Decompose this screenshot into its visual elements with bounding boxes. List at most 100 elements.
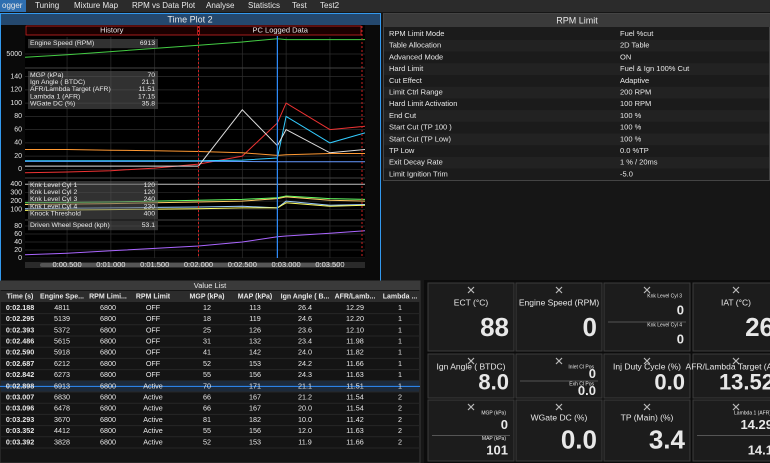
- cell: 66: [203, 393, 211, 402]
- param-value[interactable]: 2D Table: [620, 41, 649, 50]
- close-icon[interactable]: [467, 357, 475, 365]
- close-icon[interactable]: [643, 403, 651, 411]
- cell: 1: [398, 325, 402, 334]
- cell: 0:03.352: [6, 426, 34, 435]
- menu-tab[interactable]: RPM vs Data Plot: [132, 1, 196, 10]
- y-tick-label: 20: [14, 153, 22, 160]
- close-icon[interactable]: [555, 286, 563, 294]
- cell: 1: [398, 381, 402, 390]
- close-icon[interactable]: [467, 286, 475, 294]
- legend-name: Knk Level Cyl 4: [30, 203, 77, 210]
- menu-tab[interactable]: Test2: [320, 1, 340, 10]
- x-tick-label: 0:02.000: [184, 260, 213, 269]
- close-icon[interactable]: [467, 403, 475, 411]
- cell: 20.0: [298, 404, 312, 413]
- param-value[interactable]: Fuel & Ign 100% Cut: [620, 64, 690, 73]
- gauge-tile: [515, 282, 603, 352]
- y-tick-label: 200: [10, 198, 22, 205]
- legend-name: WGate DC (%): [30, 101, 75, 108]
- param-value[interactable]: 100 %: [620, 134, 642, 143]
- menu-tab[interactable]: Statistics: [248, 1, 280, 10]
- cell: 1: [398, 370, 402, 379]
- menu-tab[interactable]: Analyse: [206, 1, 235, 10]
- cell: Active: [143, 437, 163, 446]
- cell: 6800: [100, 381, 116, 390]
- param-value[interactable]: -5.0: [620, 169, 633, 178]
- cell: 0:02.393: [6, 325, 34, 334]
- cell: 21.1: [298, 381, 312, 390]
- cell: 6478: [54, 404, 70, 413]
- value-list-header: [0, 291, 420, 302]
- param-value[interactable]: Adaptive: [620, 76, 649, 85]
- cell: 6800: [100, 325, 116, 334]
- param-value[interactable]: 200 RPM: [620, 87, 651, 96]
- cell: 12: [203, 303, 211, 312]
- param-value[interactable]: ON: [620, 52, 631, 61]
- value-list-title: Value List: [194, 281, 227, 290]
- param-label: Limit Ctrl Range: [389, 87, 443, 96]
- column-header: Ign Angle ( B...: [281, 293, 330, 300]
- close-icon[interactable]: [643, 286, 651, 294]
- menu-tab[interactable]: Mixture Map: [74, 1, 119, 10]
- param-label: RPM Limit Mode: [389, 29, 444, 38]
- param-value[interactable]: 0.0 %TP: [620, 146, 649, 155]
- cell: 156: [249, 370, 261, 379]
- cell: 6800: [100, 337, 116, 346]
- param-value[interactable]: 100 RPM: [620, 99, 651, 108]
- legend-box: [28, 39, 158, 49]
- param-value[interactable]: 100 %: [620, 123, 642, 132]
- param-label: Exit Decay Rate: [389, 158, 443, 167]
- param-value[interactable]: 1 % / 20ms: [620, 158, 658, 167]
- cell: 6800: [100, 359, 116, 368]
- y-tick-label: 60: [14, 126, 22, 133]
- cell: 0:02.687: [6, 359, 34, 368]
- menu-tab[interactable]: ogger: [2, 1, 23, 10]
- gauge-tile: [692, 282, 770, 352]
- cell: OFF: [146, 325, 161, 334]
- gauge-tile: [603, 282, 691, 352]
- cell: 26.4: [298, 303, 312, 312]
- gauge-layer: ECT (°C) 88 Engine Speed (RPM) 0 Knk Level C…: [427, 282, 770, 462]
- param-value[interactable]: 100 %: [620, 111, 642, 120]
- cell: Active: [143, 381, 163, 390]
- trace-line: [25, 38, 365, 58]
- legend-name: Knock Threshold: [30, 211, 81, 218]
- param-value[interactable]: Fuel %cut: [620, 29, 654, 38]
- cell: 142: [249, 348, 261, 357]
- cell: 12.20: [346, 314, 364, 323]
- param-label: Hard Limit: [389, 64, 424, 73]
- gauge-tile: [692, 353, 770, 399]
- close-icon[interactable]: [643, 357, 651, 365]
- close-icon[interactable]: [732, 286, 740, 294]
- gauge-tile: [427, 399, 515, 462]
- gauge-label: Knk Level Cyl 4: [647, 322, 682, 328]
- scroll-thumb[interactable]: [40, 263, 340, 267]
- table-row: [384, 39, 769, 52]
- close-icon[interactable]: [732, 357, 740, 365]
- trace-line: [25, 115, 365, 162]
- cell: 11.51: [346, 381, 363, 390]
- close-icon[interactable]: [555, 403, 563, 411]
- cell: 81: [203, 415, 211, 424]
- column-header: AFR/Lamb...: [335, 293, 376, 300]
- cell: 55: [203, 370, 211, 379]
- close-icon[interactable]: [555, 357, 563, 365]
- menu-tab[interactable]: Tuning: [35, 1, 59, 10]
- close-icon[interactable]: [732, 403, 740, 411]
- cell: 4811: [54, 303, 69, 312]
- cell: 1: [398, 303, 402, 312]
- legend-readout: 120: [144, 189, 156, 196]
- cell: 119: [249, 314, 260, 323]
- column-header: Time (s): [7, 293, 34, 300]
- y-tick-label: 100: [10, 100, 22, 107]
- gauge-value: 0.0: [654, 370, 685, 395]
- cell: 6800: [100, 370, 116, 379]
- gauge-label: MAP (kPa): [482, 436, 506, 442]
- cell: 6800: [100, 314, 116, 323]
- gauge-value: 101: [486, 443, 508, 458]
- cell: 31: [203, 337, 211, 346]
- menu-tab[interactable]: Test: [292, 1, 307, 10]
- legend-readout: 6913: [140, 40, 155, 47]
- cell: OFF: [146, 348, 161, 357]
- cell: 6212: [54, 359, 70, 368]
